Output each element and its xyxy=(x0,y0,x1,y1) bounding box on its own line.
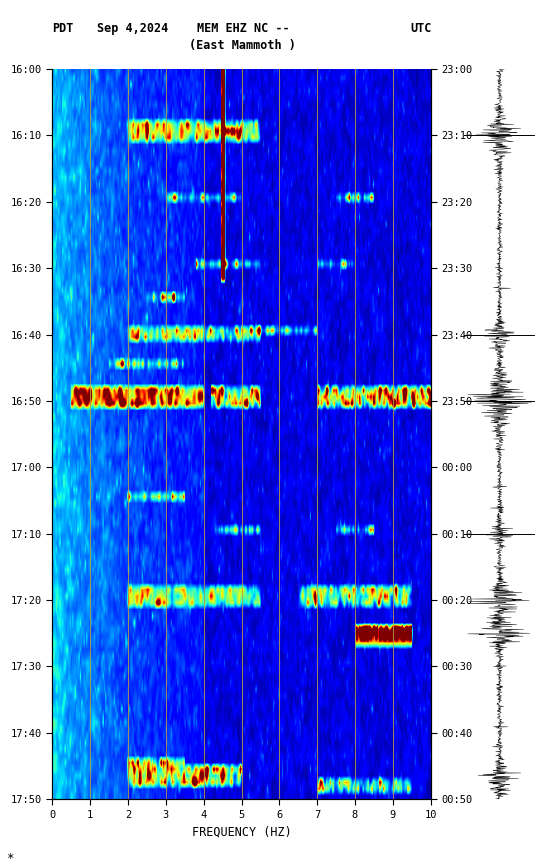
Text: (East Mammoth ): (East Mammoth ) xyxy=(189,39,296,52)
Text: Sep 4,2024: Sep 4,2024 xyxy=(97,22,168,35)
Text: *: * xyxy=(6,852,13,864)
Text: MEM EHZ NC --: MEM EHZ NC -- xyxy=(197,22,289,35)
Text: PDT: PDT xyxy=(52,22,74,35)
X-axis label: FREQUENCY (HZ): FREQUENCY (HZ) xyxy=(192,825,291,838)
Text: UTC: UTC xyxy=(410,22,432,35)
